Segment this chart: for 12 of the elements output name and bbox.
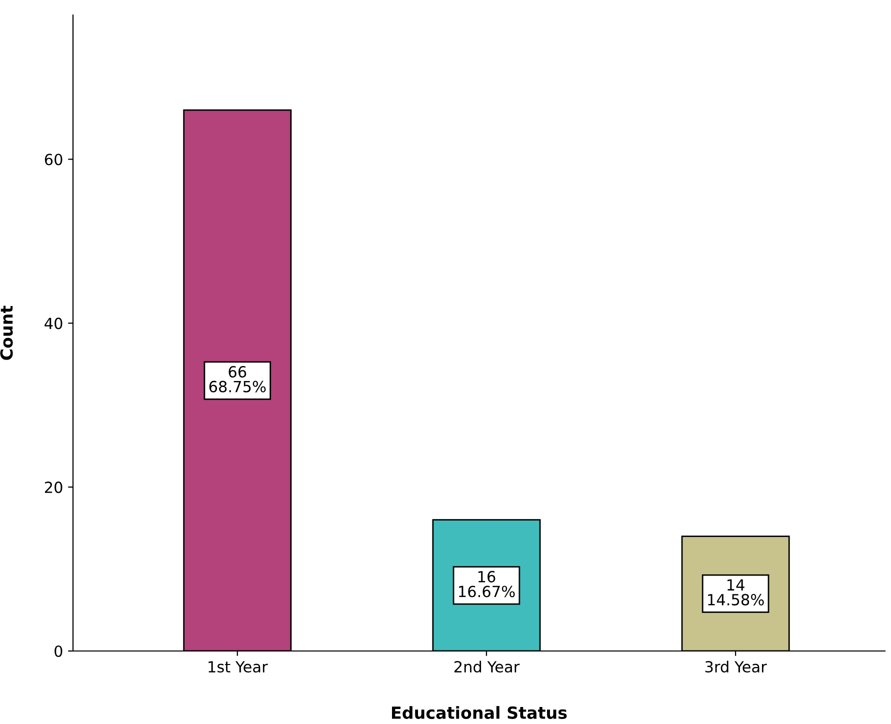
data-label: 14 14.58% bbox=[708, 579, 764, 606]
x-tick-label: 3rd Year bbox=[705, 660, 767, 673]
x-axis-title: Educational Status bbox=[392, 706, 567, 719]
x-tick-label: 1st Year bbox=[208, 661, 268, 673]
data-label: 16 16.67% bbox=[459, 570, 515, 598]
x-tick-label: 2nd Year bbox=[454, 660, 520, 673]
data-label: 66 68.75% bbox=[209, 366, 266, 392]
y-tick-label: 0 bbox=[54, 645, 62, 658]
y-tick-label: 60 bbox=[44, 154, 62, 166]
y-tick-label: 40 bbox=[44, 318, 62, 330]
y-tick-label: 20 bbox=[44, 482, 62, 494]
y-axis-title: Count bbox=[0, 306, 13, 360]
